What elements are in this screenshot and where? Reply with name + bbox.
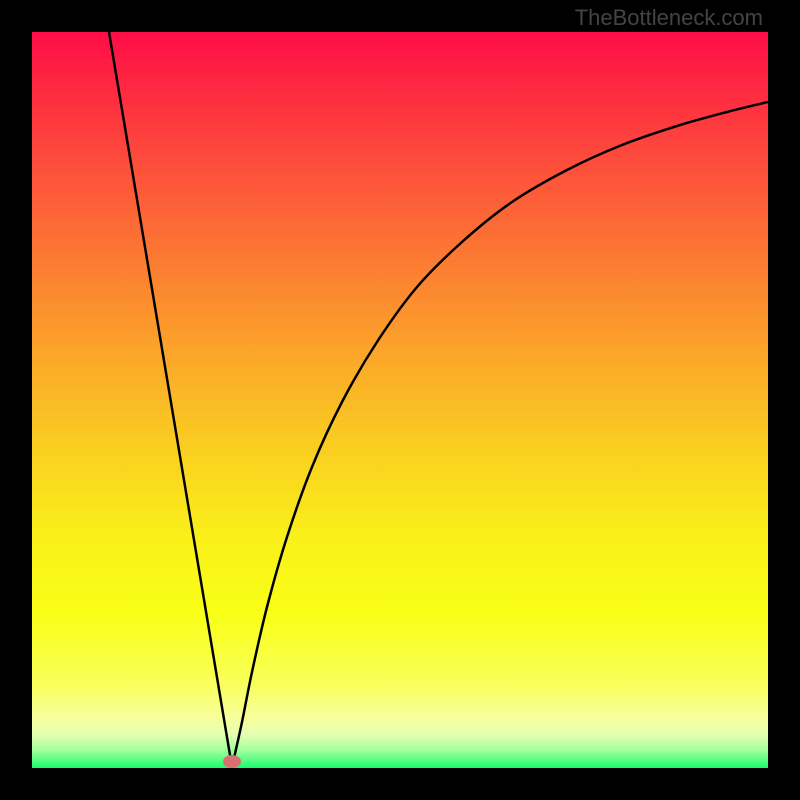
bottleneck-curve [32, 32, 768, 768]
watermark-label: TheBottleneck.com [575, 5, 763, 30]
minimum-point-marker [223, 755, 241, 768]
watermark-text: TheBottleneck.com [575, 5, 763, 31]
plot-area [32, 32, 768, 768]
chart-container: TheBottleneck.com [0, 0, 800, 800]
